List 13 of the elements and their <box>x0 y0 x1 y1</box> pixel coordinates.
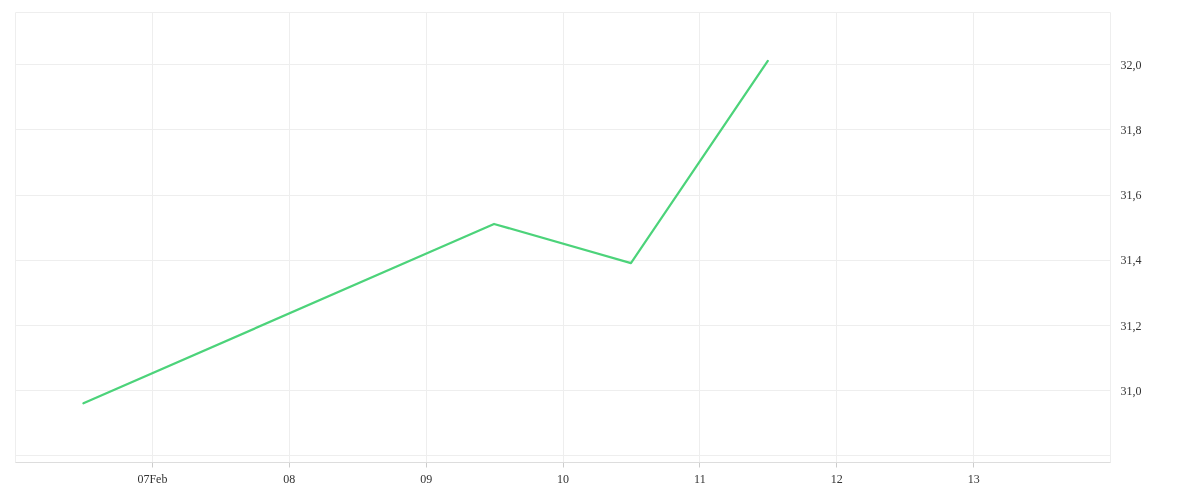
y-tick-label: 31,4 <box>1120 253 1142 268</box>
x-tick-label: 08 <box>283 471 296 486</box>
y-tick-label: 31,2 <box>1120 318 1142 333</box>
y-tick-label: 31,0 <box>1120 383 1142 398</box>
x-tick-label: 07Feb <box>137 471 168 486</box>
x-tick-label: 09 <box>420 471 433 486</box>
x-tick-label: 10 <box>557 471 569 486</box>
x-tick-label: 12 <box>830 471 843 486</box>
y-tick-label: 32,0 <box>1120 57 1142 72</box>
y-tick-label: 31,8 <box>1120 122 1142 137</box>
y-tick-label: 31,6 <box>1120 188 1142 203</box>
x-tick-label: 11 <box>694 471 706 486</box>
x-tick-label: 13 <box>967 471 980 486</box>
